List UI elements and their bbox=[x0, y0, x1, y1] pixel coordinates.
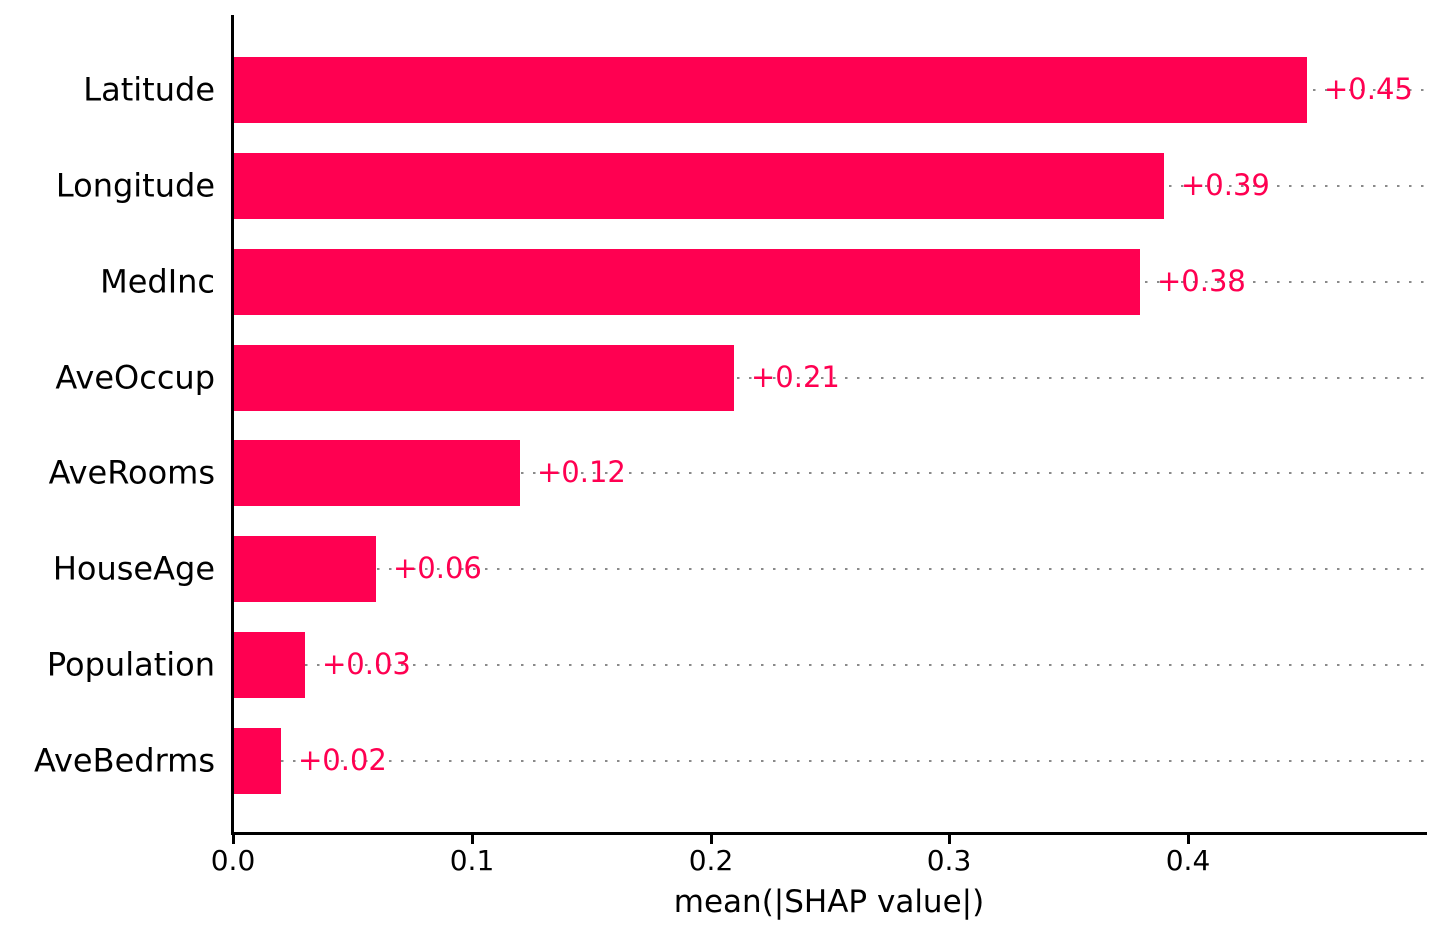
y-axis-line bbox=[231, 15, 234, 835]
bar-value-label: +0.38 bbox=[1157, 263, 1246, 298]
x-tick-label: 0.4 bbox=[1165, 844, 1211, 877]
bar-value-label: +0.45 bbox=[1324, 71, 1413, 106]
x-tick-mark bbox=[710, 835, 713, 844]
bar-value-label: +0.06 bbox=[393, 550, 482, 585]
bar-value-label: +0.12 bbox=[537, 454, 626, 489]
gridline bbox=[233, 377, 1425, 379]
y-tick-label: AveBedrms bbox=[33, 741, 215, 780]
gridline bbox=[233, 760, 1425, 762]
y-tick-label: HouseAge bbox=[52, 549, 215, 588]
shap-bar bbox=[233, 728, 281, 794]
shap-bar bbox=[233, 153, 1164, 219]
gridline bbox=[233, 568, 1425, 570]
x-tick-label: 0.1 bbox=[449, 844, 495, 877]
y-tick-label: Population bbox=[46, 645, 215, 684]
bar-value-label: +0.21 bbox=[751, 359, 840, 394]
x-axis-line bbox=[231, 832, 1427, 835]
shap-bar bbox=[233, 249, 1140, 315]
y-tick-label: AveRooms bbox=[48, 453, 215, 492]
y-tick-label: MedInc bbox=[100, 262, 215, 301]
shap-bar bbox=[233, 632, 305, 698]
x-tick-label: 0.2 bbox=[688, 844, 734, 877]
shap-bar bbox=[233, 440, 520, 506]
shap-bar bbox=[233, 57, 1307, 123]
bar-value-label: +0.02 bbox=[298, 742, 387, 777]
shap-bar bbox=[233, 345, 734, 411]
gridline bbox=[233, 472, 1425, 474]
x-tick-label: 0.0 bbox=[210, 844, 256, 877]
x-tick-mark bbox=[232, 835, 235, 844]
x-tick-mark bbox=[1187, 835, 1190, 844]
bar-value-label: +0.39 bbox=[1181, 167, 1270, 202]
x-tick-mark bbox=[471, 835, 474, 844]
y-tick-label: Longitude bbox=[55, 166, 215, 205]
bar-value-label: +0.03 bbox=[322, 646, 411, 681]
gridline bbox=[233, 664, 1425, 666]
x-axis-title: mean(|SHAP value|) bbox=[673, 884, 985, 920]
y-tick-label: AveOccup bbox=[55, 358, 215, 397]
y-tick-label: Latitude bbox=[83, 70, 215, 109]
x-tick-label: 0.3 bbox=[926, 844, 972, 877]
x-tick-mark bbox=[948, 835, 951, 844]
shap-bar bbox=[233, 536, 376, 602]
